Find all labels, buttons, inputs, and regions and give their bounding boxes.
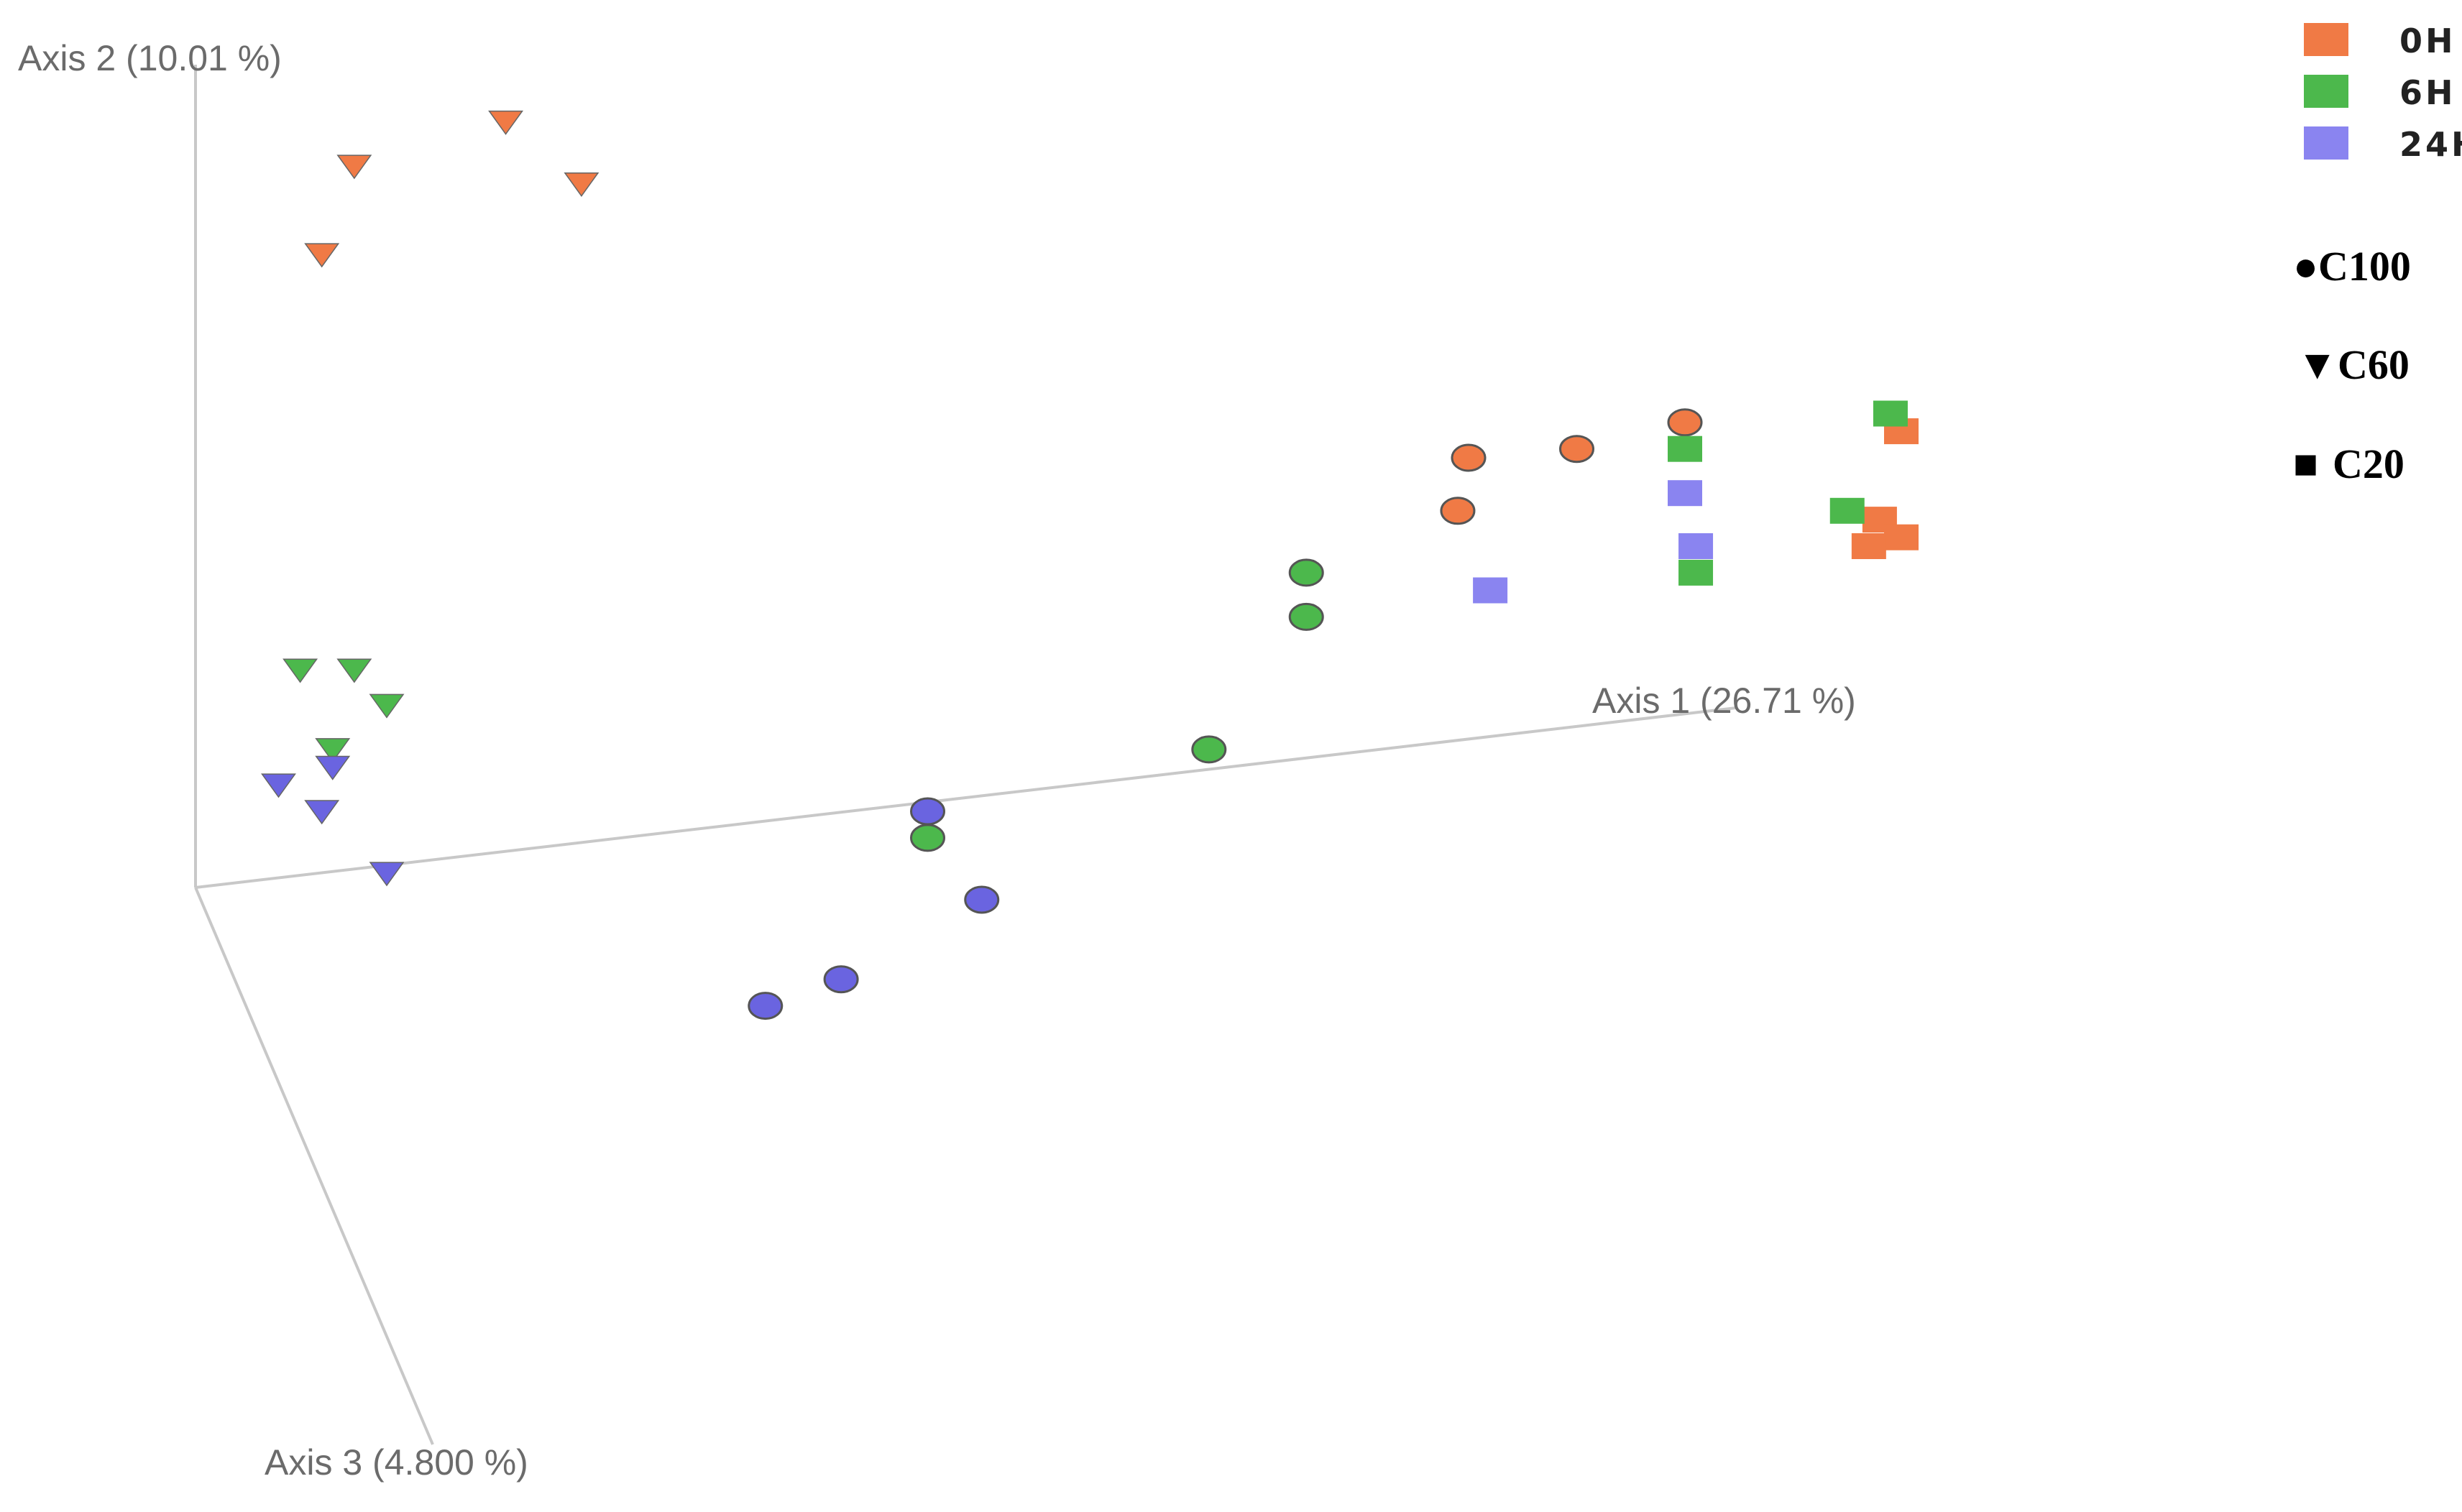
data-marks	[261, 110, 1919, 1020]
point-c100-24h-4	[748, 992, 784, 1020]
legend-label-24h: 24H	[2399, 125, 2462, 164]
point-c20-6h-4	[1678, 559, 1714, 586]
axis-2-label: Axis 2 (10.01 %)	[18, 38, 282, 78]
axis-1-label: Axis 1 (26.71 %)	[1592, 681, 1856, 721]
legend-glyph-c20: ■	[2293, 441, 2318, 487]
point-c60-6h-2	[336, 658, 372, 683]
axis-1-line	[195, 706, 1737, 889]
point-c20-24h-2	[1678, 533, 1714, 559]
point-c100-6h-2	[1288, 602, 1324, 631]
point-c60-0h-1	[488, 110, 524, 135]
legend-glyph-c100: ●	[2293, 243, 2318, 290]
legend-label-c100: C100	[2318, 243, 2411, 290]
point-c60-6h-4	[315, 738, 351, 763]
legend-label-c20: C20	[2333, 441, 2404, 487]
point-c60-0h-4	[304, 243, 340, 268]
point-c60-24h-2	[261, 773, 296, 798]
color-legend: 0H 6H 24H	[2304, 22, 2462, 164]
point-c100-24h-3	[823, 965, 859, 994]
legend-swatch-6h	[2304, 75, 2348, 108]
point-c100-24h-1	[910, 797, 945, 826]
point-c100-0h-1	[1451, 443, 1487, 472]
legend-label-c60: C60	[2338, 341, 2410, 388]
point-c60-24h-3	[304, 800, 340, 825]
point-c20-6h-2	[1668, 435, 1702, 462]
legend-glyph-c60: ▼	[2297, 341, 2338, 388]
point-c60-6h-1	[283, 658, 318, 683]
axis-3-line	[194, 887, 434, 1445]
point-c100-0h-3	[1667, 408, 1703, 437]
point-c20-0h-3	[1884, 524, 1919, 550]
point-c100-6h-4	[910, 824, 945, 852]
point-c60-0h-3	[564, 172, 600, 197]
legend-label-0h: 0H	[2399, 22, 2456, 60]
point-c20-24h-1	[1668, 480, 1702, 507]
legend-label-6h: 6H	[2399, 73, 2456, 112]
point-c100-0h-4	[1440, 497, 1476, 525]
point-c60-24h-1	[315, 755, 351, 780]
point-c60-6h-3	[369, 693, 405, 719]
point-c100-6h-3	[1191, 735, 1227, 764]
point-c20-24h-3	[1473, 577, 1508, 604]
point-c100-6h-1	[1288, 558, 1324, 587]
point-c20-6h-1	[1873, 400, 1908, 427]
point-c60-0h-2	[336, 155, 372, 180]
point-c20-0h-4	[1851, 533, 1886, 559]
point-c20-6h-3	[1829, 497, 1865, 524]
point-c60-24h-4	[369, 862, 405, 887]
axis-3-label: Axis 3 (4.800 %)	[265, 1442, 528, 1483]
point-c100-24h-2	[964, 885, 1000, 914]
legend-swatch-24h	[2304, 126, 2348, 160]
point-c100-0h-2	[1559, 435, 1594, 464]
shape-legend: ● C100 ▼ C60 ■ C20	[2293, 243, 2411, 487]
legend-swatch-0h	[2304, 23, 2348, 56]
